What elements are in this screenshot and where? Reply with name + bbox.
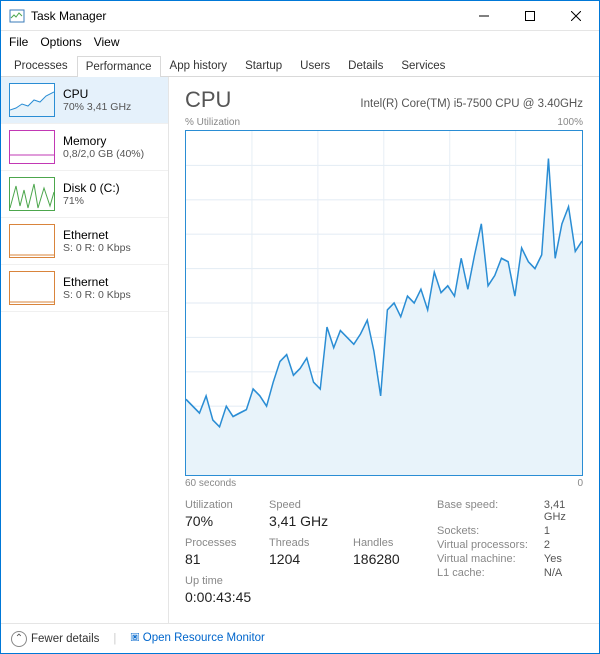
menu-view[interactable]: View xyxy=(94,35,120,49)
minimize-button[interactable] xyxy=(461,1,507,30)
stat-val-utilization: 70% xyxy=(185,513,265,529)
sidebar-item-title: Ethernet xyxy=(63,275,131,289)
tab-app-history[interactable]: App history xyxy=(161,55,237,76)
stat-label-uptime: Up time xyxy=(185,575,433,587)
stat-right-label: Base speed: xyxy=(437,499,528,523)
stat-right-value: 3,41 GHz xyxy=(544,499,583,523)
task-manager-window: Task Manager File Options View Processes… xyxy=(0,0,600,654)
tab-startup[interactable]: Startup xyxy=(236,55,291,76)
open-resource-monitor-link[interactable]: 🞖 Open Resource Monitor xyxy=(130,632,265,645)
stat-label-utilization: Utilization xyxy=(185,499,265,511)
sidebar-item-sub: 70% 3,41 GHz xyxy=(63,101,131,113)
sidebar-item-title: Disk 0 (C:) xyxy=(63,181,120,195)
stat-val-speed: 3,41 GHz xyxy=(269,513,349,529)
fewer-details-button[interactable]: ⌃ Fewer details xyxy=(11,631,99,647)
y-axis-label: % Utilization xyxy=(185,117,240,128)
tab-services[interactable]: Services xyxy=(392,55,454,76)
tab-performance[interactable]: Performance xyxy=(77,56,161,77)
close-button[interactable] xyxy=(553,1,599,30)
sidebar-item-title: CPU xyxy=(63,87,131,101)
sidebar-item-ethernet[interactable]: EthernetS: 0 R: 0 Kbps xyxy=(1,265,168,312)
sidebar-item-title: Memory xyxy=(63,134,144,148)
stat-right-label: Sockets: xyxy=(437,525,528,537)
sidebar-item-disk-0-c-[interactable]: Disk 0 (C:)71% xyxy=(1,171,168,218)
task-manager-icon xyxy=(9,8,25,24)
stat-label-handles: Handles xyxy=(353,537,433,549)
footer: ⌃ Fewer details | 🞖 Open Resource Monito… xyxy=(1,623,599,653)
sidebar-item-ethernet[interactable]: EthernetS: 0 R: 0 Kbps xyxy=(1,218,168,265)
sidebar-thumb-chart xyxy=(9,271,55,305)
main-title: CPU xyxy=(185,87,231,113)
sidebar-thumb-chart xyxy=(9,177,55,211)
menu-options[interactable]: Options xyxy=(40,35,81,49)
sidebar-item-memory[interactable]: Memory0,8/2,0 GB (40%) xyxy=(1,124,168,171)
chevron-up-icon: ⌃ xyxy=(11,631,27,647)
stat-val-processes: 81 xyxy=(185,551,265,567)
x-axis-right: 0 xyxy=(577,478,583,489)
stat-right-value: Yes xyxy=(544,553,583,565)
maximize-button[interactable] xyxy=(507,1,553,30)
sidebar-item-sub: 0,8/2,0 GB (40%) xyxy=(63,148,144,160)
menu-file[interactable]: File xyxy=(9,35,28,49)
fewer-details-label: Fewer details xyxy=(31,633,99,645)
stat-right-label: Virtual processors: xyxy=(437,539,528,551)
tab-users[interactable]: Users xyxy=(291,55,339,76)
x-axis-label: 60 seconds xyxy=(185,478,236,489)
stat-val-threads: 1204 xyxy=(269,551,349,567)
sidebar-item-sub: 71% xyxy=(63,195,120,207)
stat-label-processes: Processes xyxy=(185,537,265,549)
tab-row: Processes Performance App history Startu… xyxy=(1,53,599,77)
titlebar[interactable]: Task Manager xyxy=(1,1,599,31)
sidebar-item-cpu[interactable]: CPU70% 3,41 GHz xyxy=(1,77,168,124)
tab-processes[interactable]: Processes xyxy=(5,55,77,76)
cpu-utilization-chart[interactable] xyxy=(185,130,583,476)
y-axis-max: 100% xyxy=(557,117,583,128)
menubar: File Options View xyxy=(1,31,599,53)
stat-right-label: Virtual machine: xyxy=(437,553,528,565)
sidebar: CPU70% 3,41 GHzMemory0,8/2,0 GB (40%)Dis… xyxy=(1,77,169,623)
main-panel: CPU Intel(R) Core(TM) i5-7500 CPU @ 3.40… xyxy=(169,77,599,623)
stat-val-handles: 186280 xyxy=(353,551,433,567)
stat-right-value: 1 xyxy=(544,525,583,537)
tab-details[interactable]: Details xyxy=(339,55,392,76)
sidebar-thumb-chart xyxy=(9,224,55,258)
window-title: Task Manager xyxy=(31,9,461,23)
sidebar-thumb-chart xyxy=(9,130,55,164)
stat-val-uptime: 0:00:43:45 xyxy=(185,589,433,605)
cpu-model: Intel(R) Core(TM) i5-7500 CPU @ 3.40GHz xyxy=(360,98,583,110)
sidebar-item-title: Ethernet xyxy=(63,228,131,242)
sidebar-item-sub: S: 0 R: 0 Kbps xyxy=(63,242,131,254)
stat-label-threads: Threads xyxy=(269,537,349,549)
stat-right-value: 2 xyxy=(544,539,583,551)
stats-grid: Utilization Speed Base speed: 3,41 GHz Soc… xyxy=(185,499,583,613)
sidebar-thumb-chart xyxy=(9,83,55,117)
stat-label-speed: Speed xyxy=(269,499,349,511)
sidebar-item-sub: S: 0 R: 0 Kbps xyxy=(63,289,131,301)
stat-right-value: N/A xyxy=(544,567,583,579)
stat-right-label: L1 cache: xyxy=(437,567,528,579)
